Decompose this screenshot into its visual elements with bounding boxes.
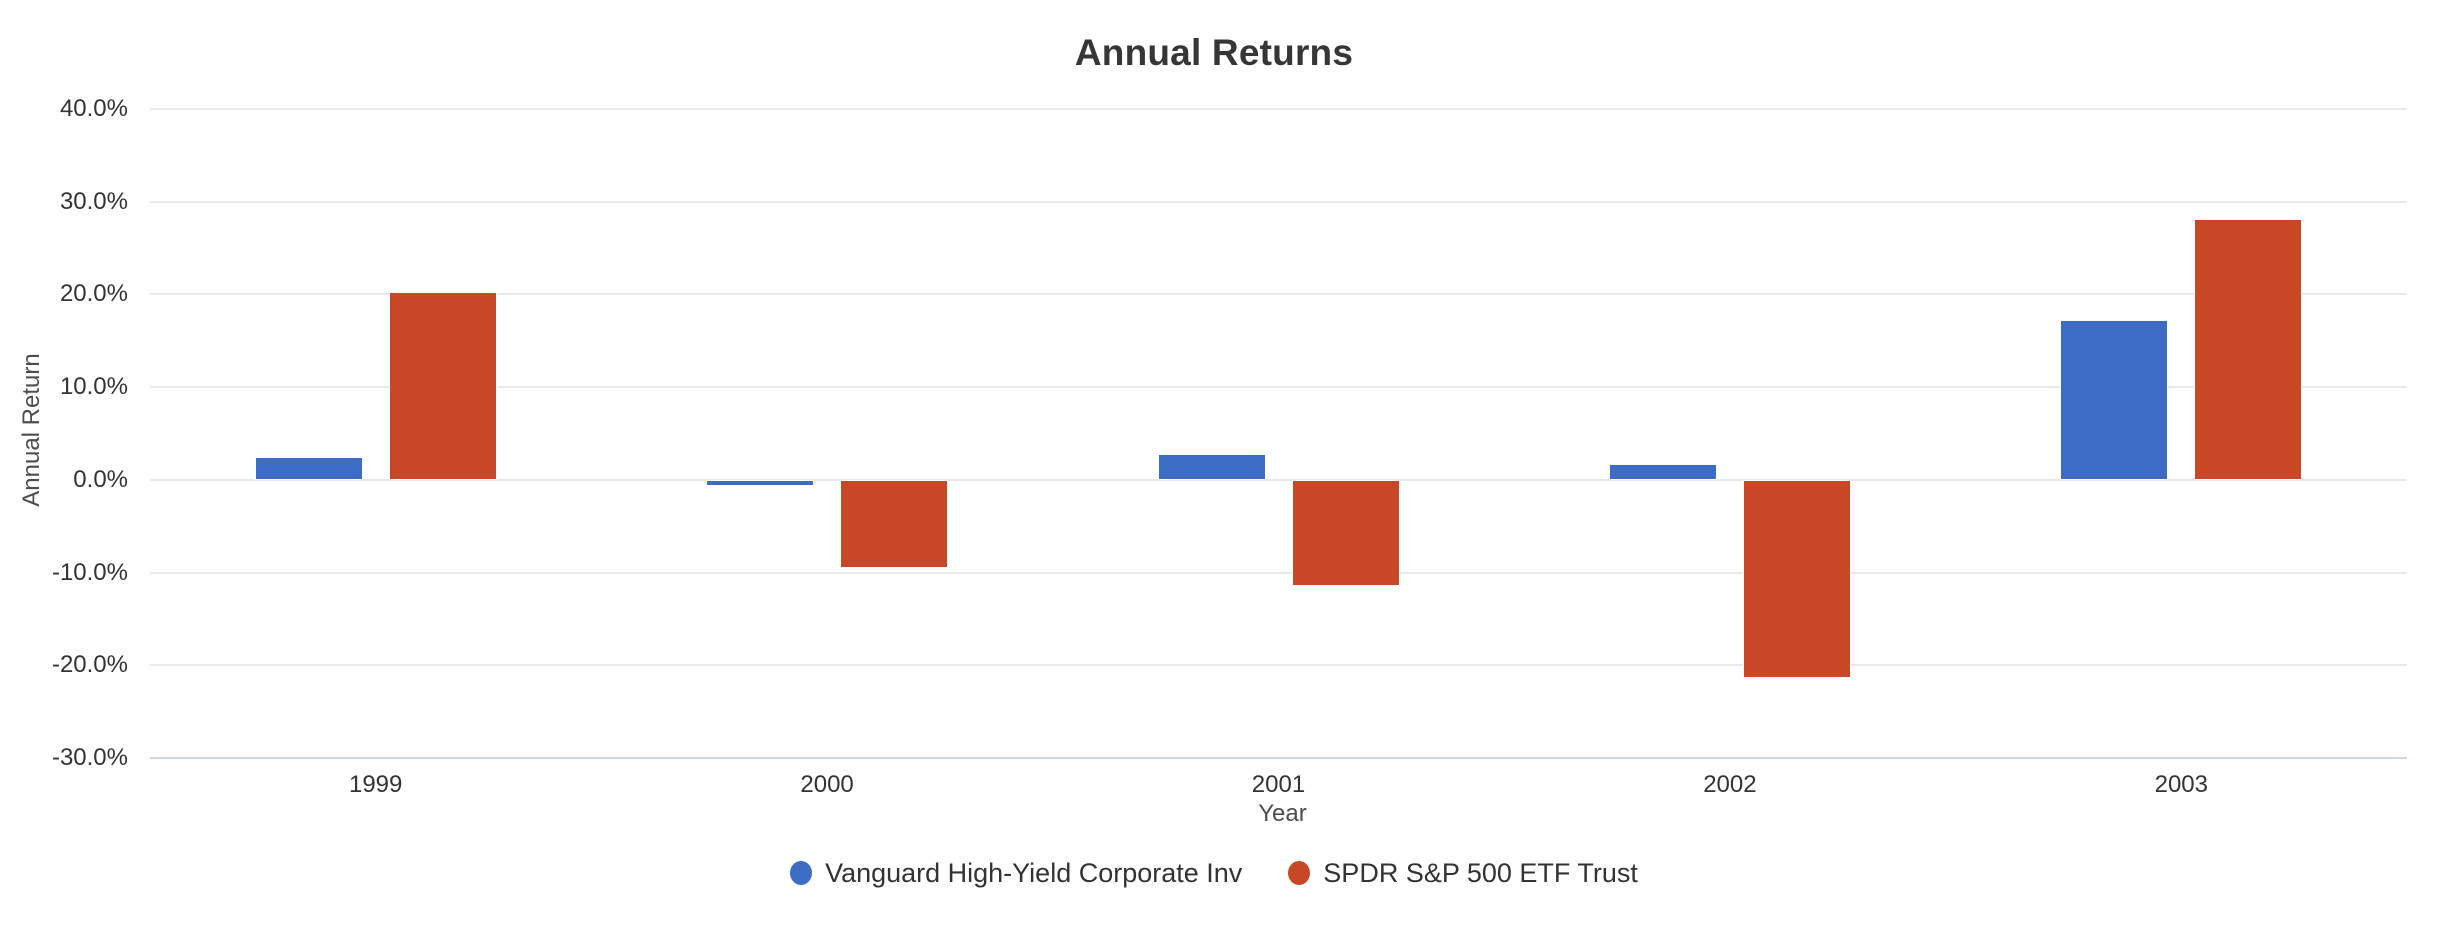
x-tick-label: 2001: [1251, 771, 1306, 798]
bar-series1-2003[interactable]: [2060, 320, 2169, 480]
gridline: [150, 478, 2407, 481]
x-tick-label: 1999: [348, 771, 403, 798]
y-tick-label: 20.0%: [59, 280, 128, 308]
bar-series1-2002[interactable]: [1608, 464, 1717, 480]
bar-series2-2003[interactable]: [2194, 219, 2303, 480]
bar-series2-2002[interactable]: [1742, 479, 1851, 679]
gridline: [150, 200, 2407, 203]
bar-series1-2000[interactable]: [706, 479, 815, 487]
x-tick-label: 2000: [800, 771, 854, 798]
gridline: [150, 664, 2407, 667]
gridline: [150, 293, 2407, 296]
x-axis-line: [150, 757, 2407, 759]
x-axis-title: Year: [1258, 800, 1307, 827]
x-tick-label: 2003: [2154, 771, 2208, 798]
chart-title: Annual Returns: [1074, 32, 1354, 73]
gridline: [150, 386, 2407, 389]
bar-series1-2001[interactable]: [1157, 453, 1266, 480]
gridline: [150, 108, 2407, 110]
x-tick-label: 2002: [1703, 771, 1757, 798]
bar-series1-1999[interactable]: [254, 456, 363, 480]
y-tick-label: 40.0%: [59, 95, 128, 122]
legend-item-label: Vanguard High-Yield Corporate Inv: [825, 858, 1243, 888]
bar-series2-2000[interactable]: [840, 479, 949, 568]
legend-item-label: SPDR S&P 500 ETF Trust: [1323, 858, 1638, 888]
y-tick-label: -20.0%: [51, 651, 128, 679]
bar-series2-2001[interactable]: [1291, 479, 1400, 587]
gridline: [150, 571, 2407, 574]
y-tick-label: -10.0%: [51, 558, 128, 586]
legend-marker-circle-icon: [790, 861, 813, 885]
legend: Vanguard High-Yield Corporate Inv SPDR S&…: [0, 856, 2428, 890]
legend-marker-circle-icon: [1288, 861, 1311, 885]
legend-item-series2[interactable]: SPDR S&P 500 ETF Trust: [1288, 856, 1638, 890]
y-tick-label: -30.0%: [51, 744, 128, 771]
y-tick-label: 0.0%: [73, 465, 128, 493]
y-tick-label: 10.0%: [59, 373, 128, 401]
bar-series2-1999[interactable]: [388, 291, 497, 480]
legend-item-series1[interactable]: Vanguard High-Yield Corporate Inv: [790, 856, 1242, 890]
y-tick-label: 30.0%: [59, 187, 128, 215]
